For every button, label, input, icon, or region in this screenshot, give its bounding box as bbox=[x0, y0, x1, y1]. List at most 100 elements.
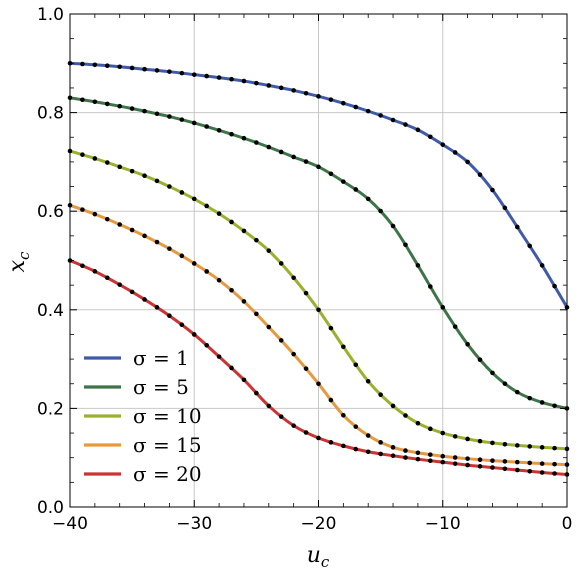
legend-label: σ = 10 bbox=[133, 404, 202, 428]
data-point bbox=[191, 196, 197, 202]
data-point bbox=[191, 72, 197, 77]
x-tick-label: −30 bbox=[176, 514, 212, 534]
data-point bbox=[452, 324, 458, 329]
ticks: −40 −30 −20 −10 0 0.0 0.2 0.4 0.6 0.8 1.0 bbox=[37, 5, 572, 534]
data-point bbox=[353, 362, 359, 368]
data-point bbox=[291, 88, 296, 93]
data-point bbox=[80, 97, 85, 103]
series-3 bbox=[67, 148, 570, 452]
data-point bbox=[142, 108, 147, 114]
data-point bbox=[415, 263, 421, 268]
data-point bbox=[191, 120, 197, 126]
data-point bbox=[378, 113, 383, 118]
data-point bbox=[104, 101, 110, 107]
data-point bbox=[129, 227, 135, 233]
data-point bbox=[390, 403, 396, 409]
legend-label: σ = 20 bbox=[133, 462, 202, 486]
data-point bbox=[341, 413, 346, 418]
data-point bbox=[316, 94, 321, 99]
data-point bbox=[104, 216, 110, 222]
data-point bbox=[515, 443, 520, 448]
data-point bbox=[515, 459, 520, 465]
data-point bbox=[477, 457, 483, 463]
data-point bbox=[104, 160, 110, 165]
data-point bbox=[390, 223, 396, 229]
data-point bbox=[167, 184, 172, 189]
data-point bbox=[241, 228, 247, 234]
data-point bbox=[117, 164, 122, 170]
data-point bbox=[316, 307, 321, 313]
data-point bbox=[378, 392, 383, 397]
data-point bbox=[229, 131, 234, 137]
data-point bbox=[142, 233, 147, 239]
data-point bbox=[440, 459, 446, 465]
data-point bbox=[216, 354, 222, 359]
data-point bbox=[515, 467, 520, 473]
data-point bbox=[291, 154, 296, 160]
data-point bbox=[403, 455, 408, 460]
x-tick-label: −20 bbox=[301, 514, 337, 534]
data-point bbox=[92, 211, 98, 217]
x-tick-label: −40 bbox=[52, 514, 88, 534]
data-point bbox=[490, 370, 495, 376]
data-point bbox=[303, 290, 309, 296]
data-point bbox=[452, 150, 458, 155]
data-point bbox=[154, 111, 160, 117]
data-point bbox=[328, 97, 334, 102]
data-point bbox=[117, 64, 122, 70]
x-tick-label: −10 bbox=[425, 514, 461, 534]
legend-label: σ = 5 bbox=[133, 375, 189, 399]
data-point bbox=[328, 397, 334, 403]
data-point bbox=[154, 178, 160, 184]
data-point bbox=[403, 242, 408, 248]
data-point bbox=[167, 114, 172, 119]
data-point bbox=[353, 104, 359, 110]
data-point bbox=[502, 381, 508, 386]
y-tick-label: 0.4 bbox=[37, 301, 64, 321]
data-point bbox=[552, 403, 557, 409]
data-point bbox=[80, 207, 85, 212]
data-point bbox=[316, 164, 321, 170]
data-point bbox=[490, 458, 495, 463]
legend-entry: σ = 10 bbox=[84, 404, 202, 428]
data-point bbox=[390, 453, 396, 459]
data-point bbox=[353, 187, 359, 192]
data-point bbox=[539, 445, 545, 450]
x-axis-label: uc bbox=[307, 543, 330, 571]
legend: σ = 1 σ = 5 σ = 10 σ = 15 σ = 20 bbox=[84, 346, 202, 486]
data-point bbox=[440, 453, 446, 459]
data-point bbox=[216, 128, 222, 133]
data-point bbox=[365, 108, 371, 114]
data-point bbox=[341, 100, 346, 106]
data-point bbox=[353, 446, 359, 452]
data-point bbox=[341, 344, 346, 350]
data-point bbox=[204, 124, 209, 129]
data-point bbox=[80, 152, 85, 157]
series-layer bbox=[67, 61, 570, 477]
data-point bbox=[92, 99, 98, 105]
data-point bbox=[440, 305, 446, 310]
data-point bbox=[254, 390, 259, 396]
data-point bbox=[266, 324, 272, 330]
data-point bbox=[465, 462, 470, 468]
data-point bbox=[440, 430, 446, 436]
data-point bbox=[167, 313, 172, 319]
data-point bbox=[465, 456, 470, 461]
data-point bbox=[403, 122, 408, 127]
data-point bbox=[216, 211, 222, 216]
data-point bbox=[303, 159, 309, 164]
data-point bbox=[117, 222, 122, 227]
data-point bbox=[328, 440, 334, 445]
data-point bbox=[515, 389, 520, 395]
data-point bbox=[179, 253, 185, 259]
data-point bbox=[266, 248, 272, 253]
data-point bbox=[477, 438, 483, 444]
data-point bbox=[527, 395, 533, 401]
data-point bbox=[266, 403, 272, 409]
data-point bbox=[403, 413, 408, 418]
data-point bbox=[341, 179, 346, 184]
data-point bbox=[241, 299, 247, 304]
data-point bbox=[254, 140, 259, 145]
data-point bbox=[552, 445, 557, 451]
data-point bbox=[539, 263, 545, 268]
